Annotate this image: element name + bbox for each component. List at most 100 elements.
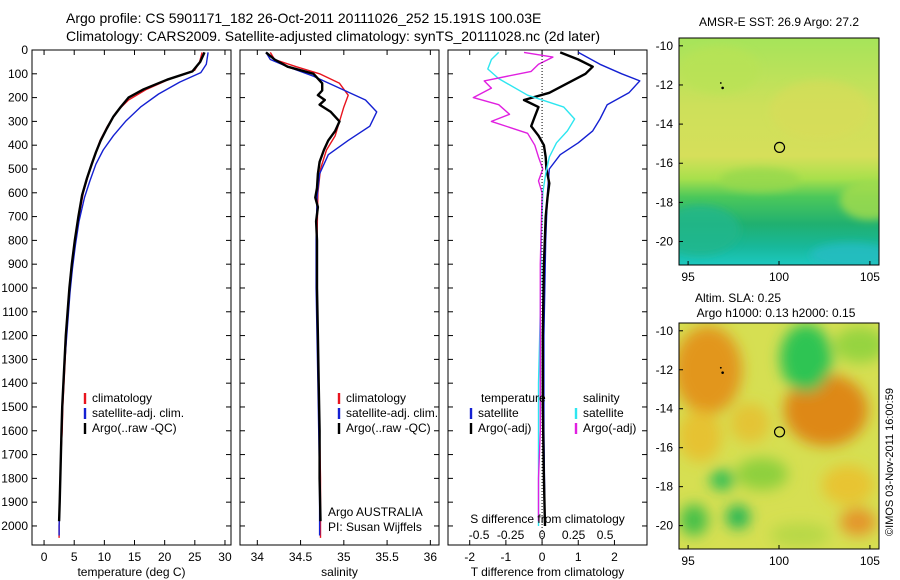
plot-title-line2: Climatology: CARS2009. Satellite-adjuste… [66, 28, 601, 44]
depth-tick-label: 1200 [1, 329, 28, 343]
depth-tick-label: 0 [21, 43, 28, 57]
island-dot [721, 86, 724, 90]
plot-title-line1: Argo profile: CS 5901171_182 26-Oct-2011… [66, 10, 542, 26]
x-tick-label: 15 [128, 550, 142, 564]
series-line-argo [265, 51, 341, 522]
salinity-legend-label: satellite-adj. clim. [346, 406, 438, 420]
s-tick-label: 0.5 [597, 528, 614, 542]
diff-t-legend-label: satellite [478, 406, 519, 420]
s-tick-label: -0.5 [469, 528, 490, 542]
map-x-tick-label: 105 [860, 554, 880, 568]
series-line-satellite [265, 52, 378, 536]
diff-s-legend-label: Argo(-adj) [583, 421, 636, 435]
legend-t-title: temperature [481, 391, 546, 405]
legend-s-title: salinity [583, 391, 620, 405]
depth-tick-label: 1700 [1, 448, 28, 462]
footer-stamp: ©IMOS 03-Nov-2011 16:00:59 [884, 388, 896, 536]
x-tick-label: 10 [98, 550, 112, 564]
x-tick-label: 0 [539, 550, 546, 564]
x-tick-label: 1 [575, 550, 582, 564]
depth-tick-label: 1100 [2, 305, 28, 319]
map-y-tick-label: -16 [656, 441, 674, 455]
map-x-tick-label: 95 [681, 270, 695, 284]
x-tick-label: 36 [424, 550, 438, 564]
depth-tick-label: 1300 [1, 352, 28, 366]
depth-tick-label: 800 [8, 233, 28, 247]
x-tick-label: -1 [501, 550, 512, 564]
depth-tick-label: 1800 [1, 471, 28, 485]
map-y-tick-label: -20 [656, 235, 674, 249]
depth-tick-label: 700 [8, 210, 28, 224]
map-y-tick-label: -10 [656, 39, 674, 53]
depth-tick-label: 400 [8, 138, 28, 152]
depth-tick-label: 1000 [1, 281, 28, 295]
island-dot [719, 366, 722, 369]
map-y-tick-label: -18 [656, 195, 674, 209]
top-axis-label: S difference from climatology [470, 512, 625, 526]
temperature-legend-label: climatology [92, 391, 152, 405]
series-line-satellite [543, 51, 641, 527]
temperature-legend-label: Argo(..raw -QC) [92, 421, 177, 435]
map-x-tick-label: 100 [769, 270, 789, 284]
argo-position-marker [773, 141, 786, 154]
x-tick-label: 34.5 [289, 550, 313, 564]
map-y-tick-label: -10 [656, 324, 674, 338]
series-line-argo [522, 51, 594, 527]
map-y-tick-label: -14 [656, 402, 674, 416]
salinity-panel-frame [239, 49, 440, 546]
sla-map-title: Altim. SLA: 0.25 [695, 291, 781, 305]
map-y-tick-label: -12 [656, 78, 674, 92]
x-axis-label: temperature (deg C) [77, 565, 185, 579]
s-tick-label: -0.25 [497, 528, 525, 542]
map-y-tick-label: -12 [656, 363, 674, 377]
s-tick-label: 0 [539, 528, 546, 542]
x-tick-label: 20 [158, 550, 172, 564]
x-tick-label: 5 [71, 550, 78, 564]
series-line-climatology [58, 52, 203, 538]
map-y-tick-label: -20 [656, 519, 674, 533]
s-tick-label: 0.25 [562, 528, 586, 542]
map-y-tick-label: -18 [656, 480, 674, 494]
sst-map [679, 38, 879, 265]
difference-panel-frame [447, 49, 648, 546]
salinity-legend-label: climatology [346, 391, 406, 405]
x-axis-label: salinity [321, 565, 358, 579]
depth-tick-label: 600 [8, 186, 28, 200]
salinity-legend-label: Argo(..raw -QC) [346, 421, 431, 435]
depth-tick-label: 200 [8, 91, 28, 105]
depth-tick-label: 300 [8, 114, 28, 128]
x-tick-label: 35.5 [375, 550, 399, 564]
depth-tick-label: 100 [8, 67, 28, 81]
series-line-argo [57, 51, 206, 522]
x-tick-label: 2 [611, 550, 618, 564]
x-tick-label: -2 [464, 550, 475, 564]
sst-map-title: AMSR-E SST: 26.9 Argo: 27.2 [699, 15, 859, 29]
sla-map-subtitle: Argo h1000: 0.13 h2000: 0.15 [697, 306, 856, 320]
depth-tick-label: 500 [8, 162, 28, 176]
salinity-annotation: PI: Susan Wijffels [328, 520, 422, 534]
sla-map [679, 323, 879, 549]
map-y-tick-label: -14 [656, 117, 674, 131]
map-x-tick-label: 105 [860, 270, 880, 284]
x-axis-label: T difference from climatology [471, 565, 625, 579]
depth-tick-label: 1900 [1, 495, 28, 509]
island-dot [721, 371, 724, 374]
x-tick-label: 30 [218, 550, 232, 564]
depth-tick-label: 900 [8, 257, 28, 271]
depth-tick-label: 2000 [1, 519, 28, 533]
island-dot [719, 82, 722, 84]
series-line-argo_s [472, 51, 554, 522]
temperature-legend-label: satellite-adj. clim. [92, 406, 184, 420]
map-x-tick-label: 95 [681, 554, 695, 568]
x-tick-label: 34 [251, 550, 265, 564]
depth-tick-label: 1600 [1, 424, 28, 438]
x-tick-label: 35 [337, 550, 351, 564]
series-line-satellite [58, 52, 209, 536]
salinity-annotation: Argo AUSTRALIA [328, 505, 423, 519]
temperature-panel-frame [31, 49, 232, 546]
depth-tick-label: 1400 [1, 376, 28, 390]
diff-t-legend-label: Argo(-adj) [478, 421, 531, 435]
x-tick-label: 0 [41, 550, 48, 564]
series-line-satellite_s [487, 51, 576, 526]
